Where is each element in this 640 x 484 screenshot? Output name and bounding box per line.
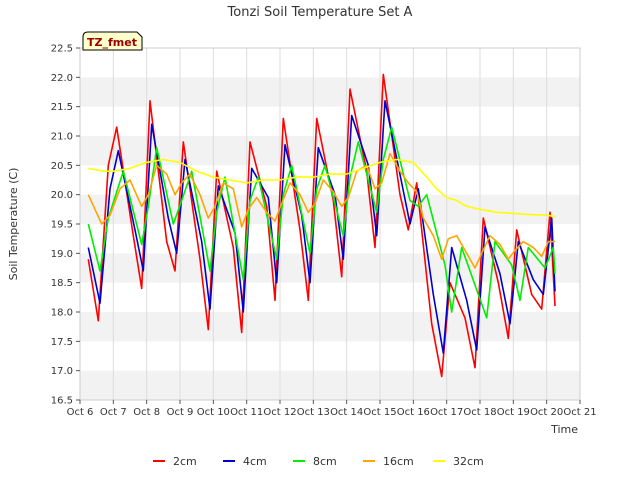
chart-title: Tonzi Soil Temperature Set A bbox=[227, 5, 413, 20]
grid-bands bbox=[79, 48, 581, 400]
x-tick-label: Oct 8 bbox=[133, 407, 160, 418]
y-tick-label: 21.5 bbox=[51, 102, 73, 113]
legend-label: 32cm bbox=[453, 455, 484, 468]
x-tick-label: Oct 11 bbox=[230, 407, 263, 418]
y-tick-label: 17.0 bbox=[51, 366, 73, 377]
x-tick-label: Oct 18 bbox=[463, 407, 496, 418]
y-axis-label: Soil Temperature (C) bbox=[7, 168, 20, 281]
site-badge-label: TZ_fmet bbox=[87, 36, 137, 49]
y-tick-label: 20.5 bbox=[51, 161, 73, 172]
series-line-16cm bbox=[87, 152, 555, 269]
legend-item-16cm: 16cm bbox=[363, 455, 414, 468]
legend-label: 2cm bbox=[173, 455, 197, 468]
x-tick-label: Oct 12 bbox=[263, 407, 296, 418]
series-line-2cm bbox=[87, 73, 556, 378]
y-axis: 16.5 17.0 17.5 18.0 18.5 19.0 19.5 20.0 20.5 21.0… bbox=[51, 44, 80, 407]
legend-label: 4cm bbox=[243, 455, 267, 468]
grid-band bbox=[80, 370, 580, 400]
legend: 2cm 4cm 8cm 16cm 32cm bbox=[153, 455, 484, 468]
grid-band bbox=[80, 194, 580, 224]
grid-band bbox=[80, 312, 580, 342]
y-tick-label: 22.0 bbox=[51, 73, 73, 84]
y-tick-label: 20.0 bbox=[51, 190, 73, 201]
grid-band bbox=[80, 253, 580, 283]
legend-item-8cm: 8cm bbox=[293, 455, 337, 468]
legend-label: 8cm bbox=[313, 455, 337, 468]
x-tick-label: Oct 10 bbox=[197, 407, 230, 418]
grid-band bbox=[80, 224, 580, 254]
legend-item-32cm: 32cm bbox=[433, 455, 484, 468]
y-tick-label: 19.5 bbox=[51, 220, 73, 231]
y-tick-label: 21.0 bbox=[51, 132, 73, 143]
x-tick-label: Oct 21 bbox=[563, 407, 596, 418]
grid-band bbox=[80, 77, 580, 107]
x-tick-label: Oct 16 bbox=[397, 407, 430, 418]
x-tick-label: Oct 9 bbox=[167, 407, 194, 418]
y-tick-label: 19.0 bbox=[51, 249, 73, 260]
x-tick-label: Oct 15 bbox=[363, 407, 396, 418]
y-tick-label: 17.5 bbox=[51, 337, 73, 348]
series-lines bbox=[87, 73, 556, 378]
grid-band bbox=[80, 106, 580, 136]
x-tick-label: Oct 7 bbox=[100, 407, 127, 418]
y-tick-label: 16.5 bbox=[51, 396, 73, 407]
x-tick-label: Oct 20 bbox=[530, 407, 563, 418]
y-tick-label: 18.5 bbox=[51, 278, 73, 289]
grid-band bbox=[80, 48, 580, 78]
y-tick-label: 18.0 bbox=[51, 308, 73, 319]
series-line-8cm bbox=[87, 126, 556, 319]
x-tick-label: Oct 17 bbox=[430, 407, 463, 418]
legend-item-4cm: 4cm bbox=[223, 455, 267, 468]
x-tick-label: Oct 6 bbox=[67, 407, 94, 418]
site-badge: TZ_fmet bbox=[82, 31, 143, 51]
grid-band bbox=[80, 341, 580, 371]
x-axis-label: Time bbox=[550, 423, 578, 436]
y-tick-label: 22.5 bbox=[51, 44, 73, 55]
legend-item-2cm: 2cm bbox=[153, 455, 197, 468]
site-badge-box bbox=[82, 31, 143, 51]
grid-band bbox=[80, 136, 580, 166]
series-line-32cm bbox=[88, 158, 556, 218]
x-tick-label: Oct 14 bbox=[330, 407, 363, 418]
x-axis: Oct 6 Oct 7 Oct 8 Oct 9 Oct 10 Oct 11 Oct 12 Oc… bbox=[67, 400, 597, 418]
legend-label: 16cm bbox=[383, 455, 414, 468]
grid-band bbox=[80, 282, 580, 312]
x-tick-label: Oct 19 bbox=[497, 407, 530, 418]
x-tick-label: Oct 13 bbox=[297, 407, 330, 418]
